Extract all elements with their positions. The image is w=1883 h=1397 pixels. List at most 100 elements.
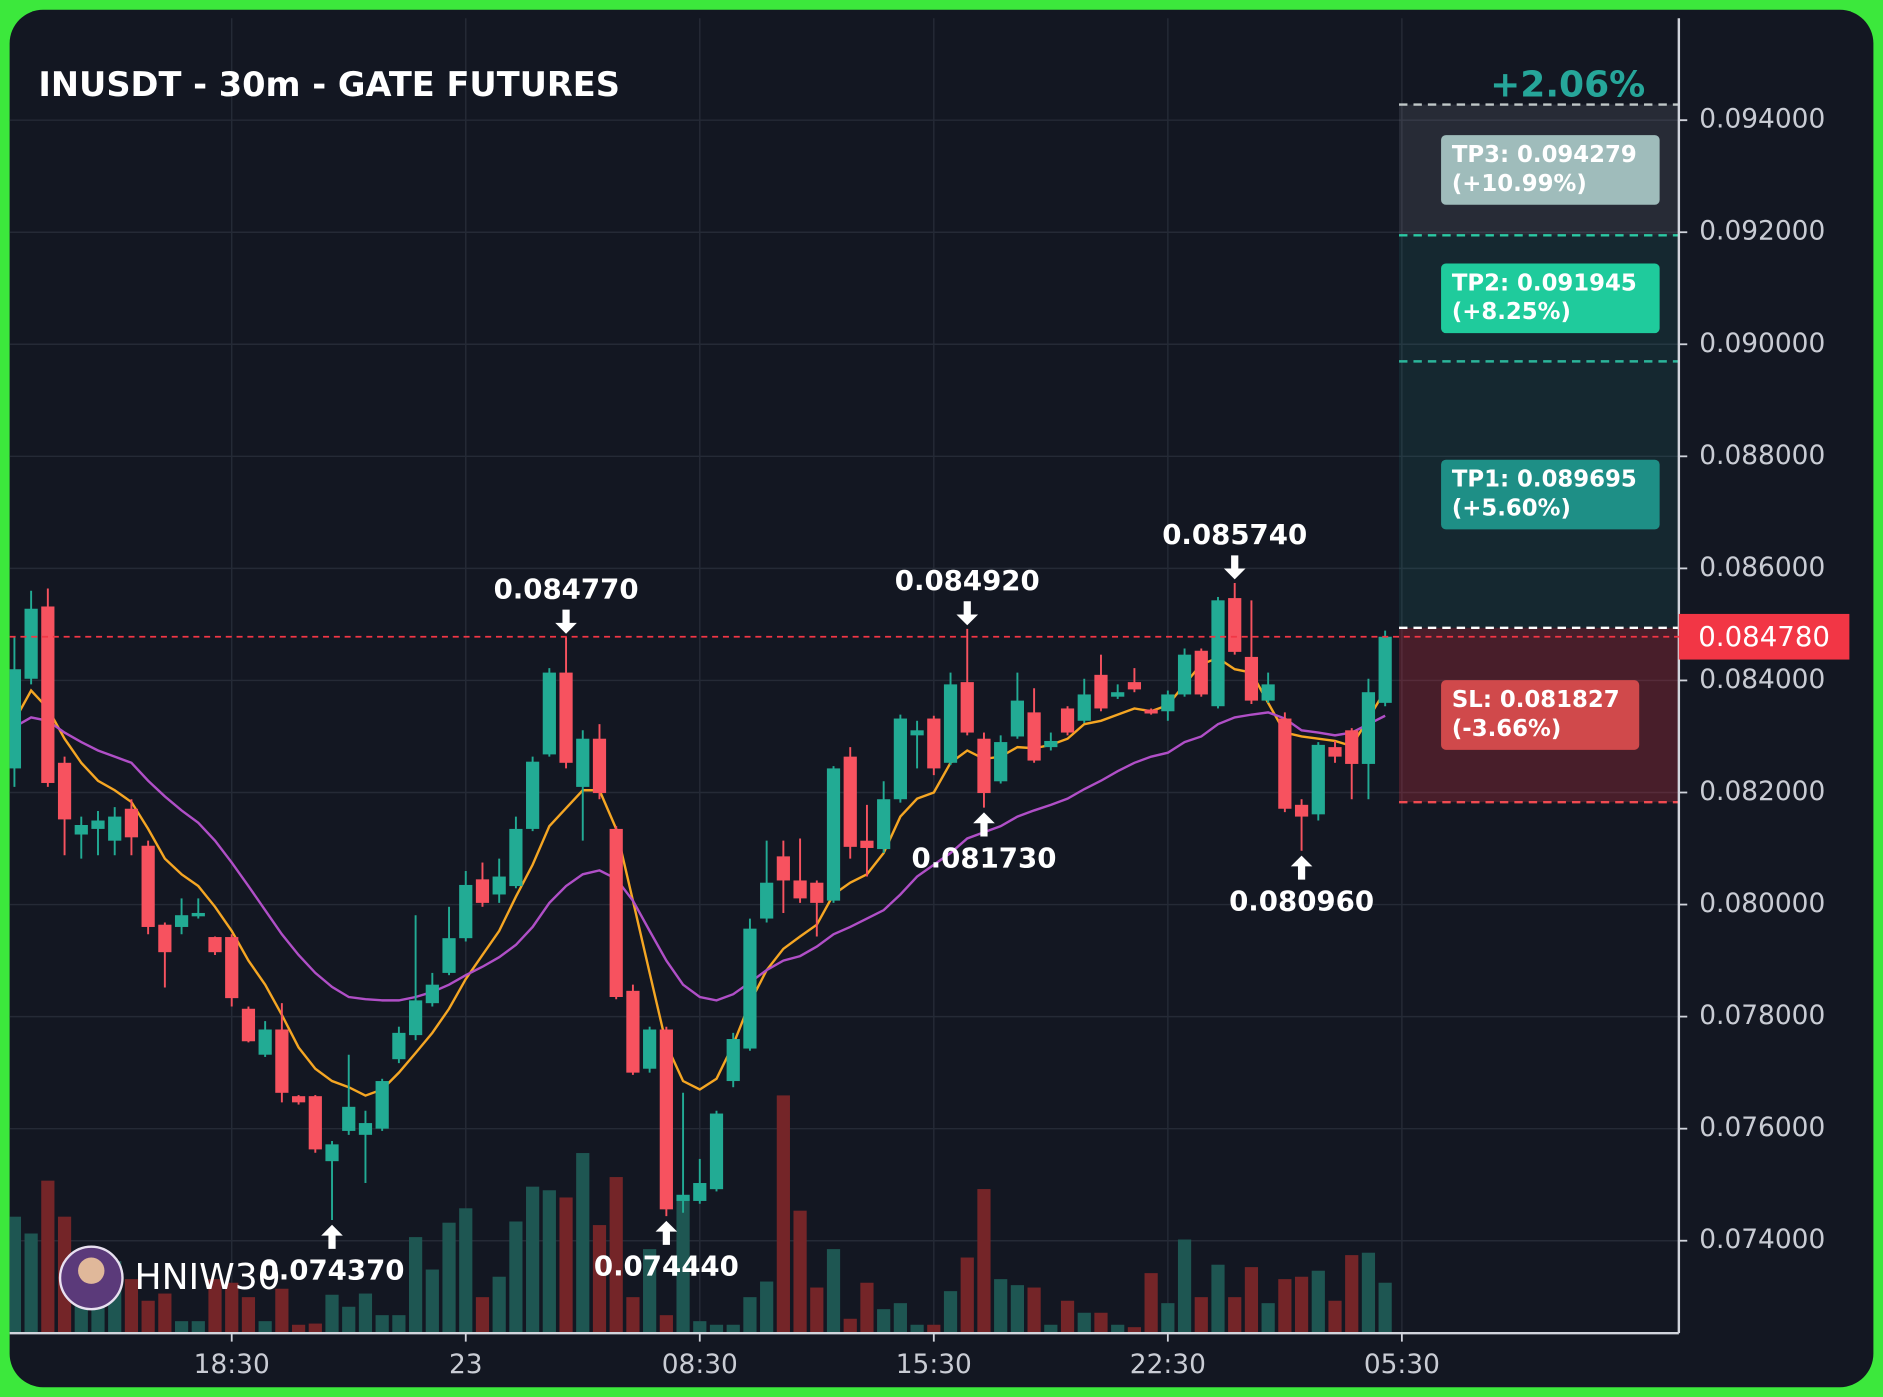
- volume-bar: [1294, 1276, 1309, 1334]
- candle-body: [124, 808, 139, 838]
- candle-body: [1361, 692, 1376, 764]
- candle-body: [726, 1039, 740, 1082]
- y-tick-label: 0.086000: [1699, 552, 1825, 583]
- candle-body: [1244, 656, 1259, 701]
- volume-bar: [459, 1208, 473, 1334]
- volume-bar: [693, 1321, 707, 1334]
- candle-body: [576, 738, 590, 787]
- volume-bar: [358, 1293, 373, 1334]
- high-arrow: [956, 601, 979, 626]
- candle-body: [91, 820, 105, 829]
- candle-body: [1177, 654, 1192, 695]
- volume-bar: [860, 1282, 874, 1334]
- volume-bar: [1027, 1287, 1041, 1334]
- y-tick-label: 0.084000: [1699, 664, 1825, 695]
- moving-average-line: [13, 711, 1386, 1002]
- high-arrow: [1223, 555, 1246, 580]
- level-label-box: [1441, 459, 1660, 530]
- candle-body: [1194, 650, 1208, 695]
- candle-body: [676, 1194, 690, 1201]
- volume-bar: [943, 1291, 958, 1334]
- volume-bar: [41, 1180, 55, 1334]
- candle-body: [1144, 709, 1158, 714]
- candle-body: [509, 828, 523, 887]
- low-arrow: [321, 1224, 343, 1249]
- volume-bar: [994, 1279, 1008, 1334]
- volume-bar: [1094, 1312, 1108, 1334]
- volume-bar: [208, 1279, 222, 1334]
- x-tick-label: 22:30: [1130, 1349, 1206, 1380]
- low-label: 0.080960: [1229, 884, 1374, 917]
- high-label: 0.084770: [494, 572, 639, 605]
- y-tick-label: 0.092000: [1699, 216, 1825, 247]
- candle-body: [893, 718, 907, 800]
- watermark: HNIW30: [135, 1257, 281, 1298]
- candle-body: [158, 924, 172, 953]
- volume-bar: [592, 1225, 607, 1334]
- candle-body: [1161, 694, 1175, 712]
- volume-bar: [409, 1237, 423, 1334]
- candle-body: [977, 738, 991, 794]
- candle-body: [1294, 804, 1309, 817]
- volume-bar: [124, 1279, 139, 1334]
- volume-bar: [291, 1324, 306, 1334]
- candle-body: [559, 672, 573, 763]
- volume-bar: [342, 1306, 356, 1334]
- candle-body: [358, 1123, 373, 1135]
- x-tick-label: 18:30: [194, 1349, 270, 1380]
- candle-body: [174, 915, 189, 927]
- candle-body: [960, 682, 974, 733]
- candle-body: [108, 816, 122, 841]
- candle-body: [1345, 730, 1359, 764]
- y-tick-label: 0.082000: [1699, 776, 1825, 807]
- candle-body: [375, 1081, 389, 1129]
- candle-body: [659, 1029, 673, 1210]
- low-label: 0.081730: [911, 841, 1056, 874]
- candle-body: [910, 730, 924, 736]
- high-arrow: [555, 609, 577, 634]
- x-tick-label: 08:30: [662, 1349, 738, 1380]
- level-label: TP1: 0.089695: [1452, 467, 1637, 493]
- candle-body: [342, 1106, 356, 1131]
- candle-body: [1311, 744, 1325, 815]
- axes: 0.074000 0.076000 0.078000 0.080000 0.082000…: [9, 18, 1850, 1380]
- candle-body: [74, 824, 88, 835]
- volume-bar: [1311, 1270, 1325, 1334]
- candle-body: [542, 672, 556, 755]
- volume-bar: [475, 1297, 490, 1334]
- candle-body: [1378, 636, 1392, 703]
- volume-bar: [158, 1293, 172, 1334]
- candle-body: [409, 1000, 423, 1036]
- position-change: +2.06%: [1490, 65, 1645, 106]
- candle-body: [1111, 692, 1125, 697]
- volume-bar: [1177, 1239, 1192, 1334]
- candle-body: [1044, 740, 1058, 748]
- volume-bar: [810, 1287, 824, 1334]
- volume-bar: [793, 1210, 807, 1334]
- candle-body: [1077, 694, 1091, 721]
- x-tick-label: 15:30: [896, 1349, 972, 1380]
- candle-body: [208, 937, 222, 953]
- chart-background: [9, 9, 1874, 1388]
- candle-body: [141, 845, 155, 927]
- candle-body: [643, 1029, 657, 1069]
- y-tick-label: 0.094000: [1699, 104, 1825, 135]
- candle-body: [1211, 600, 1225, 707]
- volume-bar: [325, 1294, 339, 1334]
- candle-body: [709, 1113, 724, 1190]
- candle-body: [1228, 598, 1242, 652]
- volume-bar: [1060, 1300, 1075, 1334]
- moving-averages: [13, 656, 1387, 1097]
- candle-body: [1278, 718, 1292, 809]
- candle-body: [994, 742, 1008, 782]
- candle-body: [860, 840, 874, 848]
- level-label: SL: 0.081827: [1452, 687, 1620, 713]
- level-percent: (-3.66%): [1452, 716, 1561, 742]
- candle-body: [392, 1032, 406, 1060]
- candle-body: [810, 882, 824, 903]
- level-label: TP2: 0.091945: [1452, 270, 1637, 296]
- volume-bar: [542, 1190, 556, 1334]
- candle-body: [291, 1096, 306, 1103]
- level-label-box: [1441, 263, 1660, 334]
